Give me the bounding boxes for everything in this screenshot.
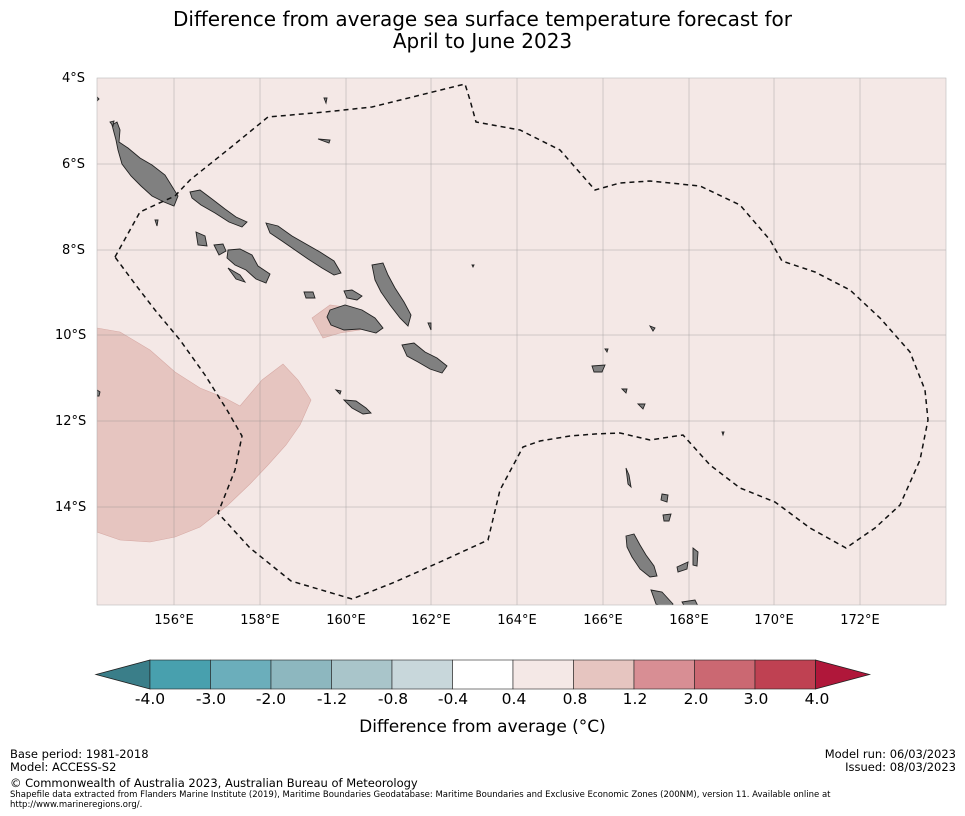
lon-label-166e: 166°E — [583, 613, 623, 628]
santa-isabel-island — [265, 222, 342, 276]
vella-lavella-island — [195, 231, 208, 247]
lon-label-168e: 168°E — [669, 613, 709, 628]
ambae-island — [676, 561, 689, 573]
colorbar-tick-label: -4.0 — [134, 690, 166, 708]
colorbar-title: Difference from average (°C) — [359, 717, 606, 737]
colorbar-tick-label: -0.8 — [377, 690, 409, 708]
malaita-island — [371, 262, 412, 327]
bougainville-island — [111, 121, 179, 207]
colorbar-tick-label: 1.2 — [622, 690, 648, 708]
makira-island — [401, 342, 448, 374]
ontong-java-islet-2 — [317, 138, 331, 144]
lat-label-4s: 4°S — [62, 71, 86, 86]
eez-boundary — [114, 83, 929, 600]
colorbar-extend-low — [94, 659, 151, 690]
lat-label-12s: 12°S — [55, 414, 87, 429]
sikaiana-islet — [471, 264, 475, 269]
colorbar-tick-label: -3.0 — [195, 690, 227, 708]
kolombangara-island — [213, 243, 227, 256]
colorbar-tick-label: 0.4 — [501, 690, 527, 708]
anuta-islet — [721, 431, 725, 437]
russell-islands — [303, 291, 316, 299]
colorbar-swatch — [633, 659, 695, 690]
lon-label-172e: 172°E — [840, 613, 880, 628]
colorbar-tick-label: -0.4 — [437, 690, 469, 708]
warm-anomaly-region-west — [97, 327, 312, 543]
colorbar-swatch — [331, 659, 393, 690]
utupua-island — [636, 403, 646, 410]
model-run: Model run: 06/03/2023 — [824, 747, 956, 761]
colorbar-tick-label: 2.0 — [683, 690, 709, 708]
colorbar-tick-label: -2.0 — [255, 690, 287, 708]
lat-label-6s: 6°S — [62, 157, 86, 172]
land-masses — [97, 96, 725, 605]
title-line-1: Difference from average sea surface temp… — [172, 7, 792, 31]
bellona-island — [334, 389, 342, 395]
colorbar-tick-label: -1.2 — [316, 690, 348, 708]
north-edge-islet — [97, 96, 100, 102]
buka-islet — [109, 120, 115, 128]
map-panel — [96, 77, 947, 606]
ulawa-island — [427, 322, 432, 331]
lat-label-10s: 10°S — [55, 328, 87, 343]
shapefile-credit: Shapefile data extracted from Flanders M… — [10, 790, 831, 810]
chart-title: Difference from average sea surface temp… — [0, 8, 965, 52]
shortland-islands — [154, 219, 159, 227]
ocean-background — [97, 78, 946, 605]
shapefile-credit-line-2: http://www.marineregions.org/. — [10, 800, 143, 810]
pentecost-island — [692, 547, 699, 567]
vanua-lava-island — [660, 493, 669, 503]
model-name: Model: ACCESS-S2 — [10, 760, 117, 774]
colorbar-tick-label: 3.0 — [743, 690, 769, 708]
lon-label-164e: 164°E — [497, 613, 537, 628]
colorbar-swatch — [270, 659, 332, 690]
title-line-2: April to June 2023 — [392, 29, 573, 53]
gridlines — [97, 78, 946, 605]
duff-islet — [648, 325, 656, 332]
colorbar-extend-high — [815, 659, 872, 690]
colorbar-tick-label: 0.8 — [562, 690, 588, 708]
rendova-island — [227, 267, 247, 283]
colorbar-swatch — [573, 659, 635, 690]
colorbar — [94, 659, 872, 690]
guadalcanal-island — [326, 304, 384, 334]
lon-label-170e: 170°E — [754, 613, 794, 628]
malekula-island — [650, 589, 674, 605]
nendo-island — [591, 364, 606, 373]
torres-islands — [625, 467, 632, 489]
espiritu-santo-island — [625, 533, 658, 578]
base-period: Base period: 1981-2018 — [10, 747, 149, 761]
ontong-java-islet-1 — [323, 97, 328, 105]
colorbar-swatch — [210, 659, 272, 690]
tinakula-islet — [604, 348, 609, 354]
colorbar-swatch — [452, 659, 514, 690]
lon-label-158e: 158°E — [240, 613, 280, 628]
lon-label-160e: 160°E — [326, 613, 366, 628]
lat-label-14s: 14°S — [55, 500, 87, 515]
lat-label-8s: 8°S — [62, 243, 86, 258]
choiseul-island — [189, 189, 248, 228]
lon-label-156e: 156°E — [154, 613, 194, 628]
footer-right: Model run: 06/03/2023 Issued: 08/03/2023 — [825, 748, 956, 774]
issued-date: Issued: 08/03/2023 — [845, 760, 956, 774]
florida-islands — [343, 289, 363, 301]
new-georgia-island — [226, 248, 271, 284]
shapefile-credit-line-1: Shapefile data extracted from Flanders M… — [10, 790, 831, 800]
colorbar-tick-label: 4.0 — [804, 690, 830, 708]
colorbar-swatch — [149, 659, 211, 690]
vanikoro-island — [620, 388, 628, 394]
colorbar-swatch — [754, 659, 816, 690]
rennell-island — [342, 399, 372, 415]
lon-label-162e: 162°E — [411, 613, 451, 628]
west-edge-islet — [97, 389, 101, 397]
colorbar-swatch — [391, 659, 453, 690]
colorbar-swatch — [694, 659, 756, 690]
copyright: © Commonwealth of Australia 2023, Austra… — [10, 776, 418, 790]
colorbar-swatch — [512, 659, 574, 690]
map-frame — [96, 77, 947, 606]
gaua-island — [662, 513, 672, 522]
efate-island — [681, 599, 699, 605]
footer-left: Base period: 1981-2018 Model: ACCESS-S2 — [10, 748, 149, 774]
